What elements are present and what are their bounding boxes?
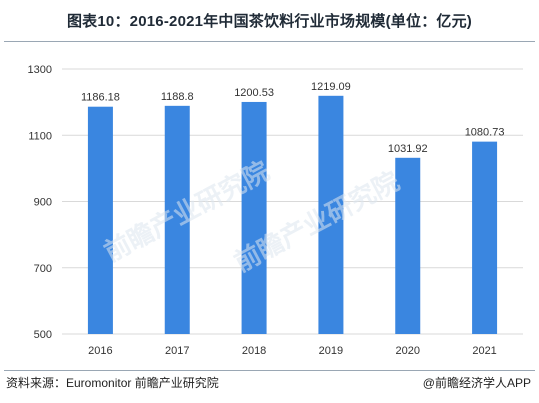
data-label: 1200.53 [234,87,274,99]
x-tick-label: 2018 [242,345,266,357]
y-tick-label: 900 [34,197,52,209]
bar [395,157,421,334]
data-label: 1031.92 [388,143,428,155]
data-label: 1080.73 [465,127,505,139]
source-note: 资料来源：Euromonitor 前瞻产业研究院 [6,376,219,390]
y-tick-label: 1100 [28,130,52,142]
footer-divider [4,370,535,371]
x-tick-label: 2017 [165,345,189,357]
chart-title: 图表10：2016-2021年中国茶饮料行业市场规模(单位：亿元) [66,13,472,30]
x-tick-label: 2020 [396,345,420,357]
x-tick-label: 2016 [88,345,112,357]
data-label: 1219.09 [311,81,351,93]
bar [318,95,344,334]
data-label: 1186.18 [81,92,120,104]
title-divider [4,41,535,42]
bar [87,106,113,334]
x-tick-label: 2021 [472,345,496,357]
bar [164,105,190,335]
bar [241,101,267,334]
x-tick-label: 2019 [319,345,343,357]
y-tick-label: 700 [34,263,52,275]
brand-credit: @前瞻经济学人APP [422,376,531,390]
y-tick-label: 1300 [28,64,52,76]
bar [472,141,498,334]
bar-chart: 500 700 900 1100 1300 1186.18 2016 1188.8 2017 12… [28,64,523,357]
data-label: 1188.8 [161,91,194,103]
y-tick-label: 500 [34,329,52,341]
